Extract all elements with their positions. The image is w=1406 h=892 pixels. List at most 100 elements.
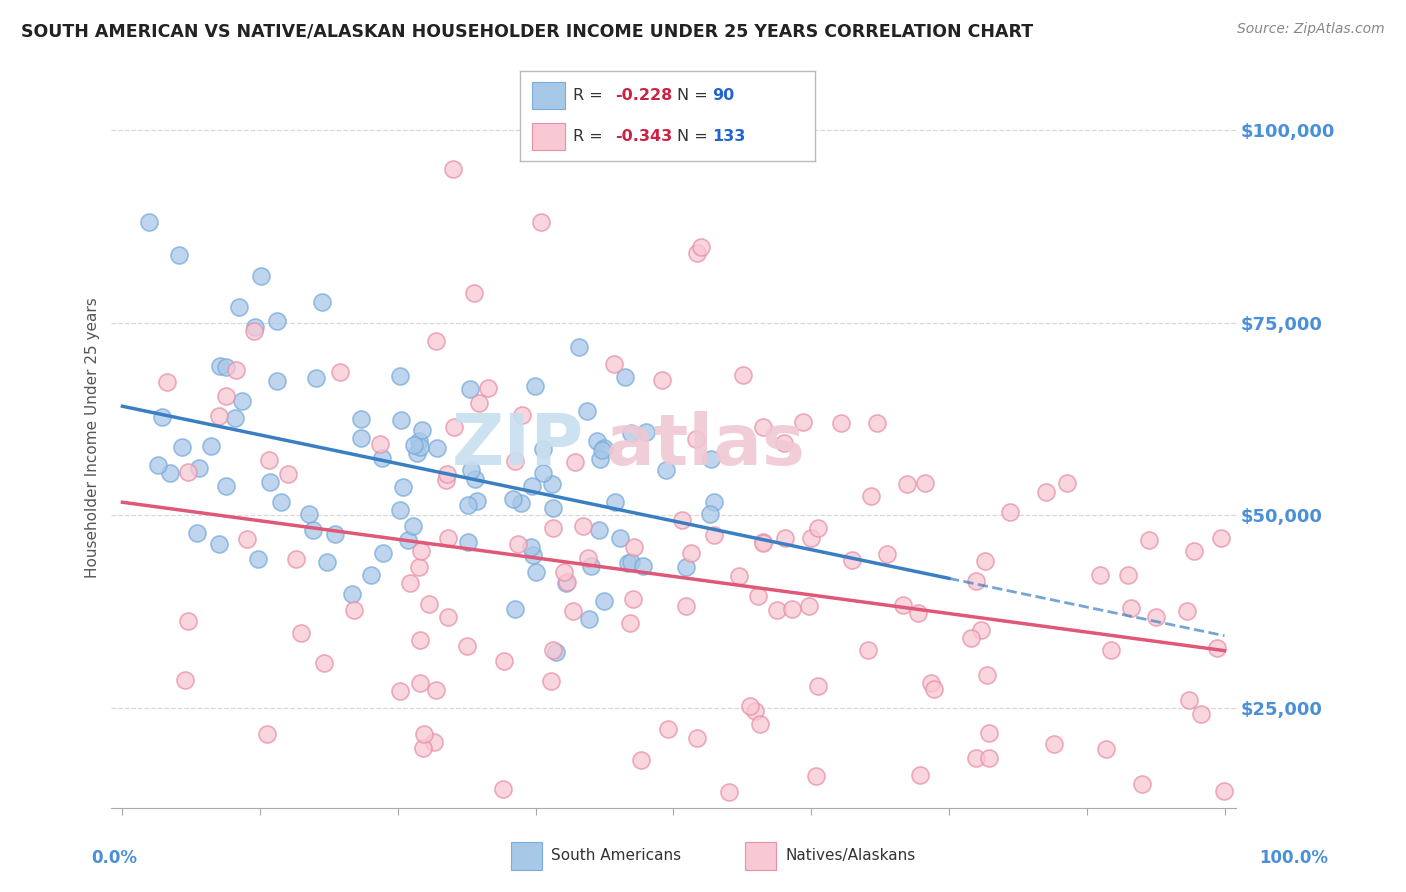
Point [1137, 533, 1160, 547]
Point [464, 472, 486, 486]
Point [603, 358, 626, 372]
Point [752, 420, 775, 434]
Point [460, 463, 482, 477]
Point [568, 340, 591, 354]
Point [437, 531, 460, 545]
Point [896, 477, 918, 491]
Point [973, 554, 995, 568]
Point [524, 565, 547, 579]
Point [456, 639, 478, 653]
Text: Source: ZipAtlas.com: Source: ZipAtlas.com [1237, 22, 1385, 37]
Text: R =: R = [574, 88, 609, 103]
Point [946, 816, 969, 830]
Text: Natives/Alaskans: Natives/Alaskans [785, 848, 915, 863]
Point [546, 645, 568, 659]
Point [655, 463, 678, 477]
Point [910, 768, 932, 782]
Point [284, 552, 307, 566]
Point [1043, 737, 1066, 751]
Point [564, 455, 586, 469]
Point [830, 417, 852, 431]
Point [138, 215, 160, 229]
Point [522, 479, 544, 493]
FancyBboxPatch shape [531, 82, 565, 109]
Point [409, 676, 432, 690]
Point [1130, 776, 1153, 790]
Point [593, 441, 616, 455]
Text: N =: N = [676, 88, 713, 103]
Point [620, 425, 643, 440]
Point [224, 410, 246, 425]
Point [208, 537, 231, 551]
Point [311, 294, 333, 309]
Point [620, 555, 643, 569]
Point [562, 605, 585, 619]
Point [591, 442, 613, 457]
Point [1184, 544, 1206, 558]
Point [686, 731, 709, 746]
Point [700, 452, 723, 467]
Point [675, 559, 697, 574]
Point [749, 717, 772, 731]
Point [188, 460, 211, 475]
Point [699, 508, 721, 522]
Point [350, 431, 373, 445]
Point [617, 556, 640, 570]
Point [256, 726, 278, 740]
Point [543, 500, 565, 515]
Point [215, 389, 238, 403]
Point [396, 533, 419, 548]
Text: 133: 133 [711, 129, 745, 144]
Text: N =: N = [676, 129, 713, 144]
Point [312, 657, 335, 671]
Point [578, 612, 600, 626]
Point [426, 442, 449, 456]
Point [685, 432, 707, 446]
Point [350, 412, 373, 426]
Point [977, 751, 1000, 765]
Point [506, 537, 529, 551]
Text: ZIP: ZIP [451, 411, 583, 480]
Point [675, 599, 697, 614]
Point [922, 681, 945, 696]
Point [841, 553, 863, 567]
Point [290, 626, 312, 640]
Point [865, 416, 887, 430]
Point [572, 518, 595, 533]
Point [920, 675, 942, 690]
Point [425, 334, 447, 348]
Point [409, 544, 432, 558]
Point [540, 476, 562, 491]
Point [388, 684, 411, 698]
Point [523, 378, 546, 392]
Text: -0.343: -0.343 [614, 129, 672, 144]
Point [465, 493, 488, 508]
Point [404, 437, 426, 451]
Point [152, 410, 174, 425]
Point [399, 576, 422, 591]
Point [679, 546, 702, 560]
Point [1119, 600, 1142, 615]
Point [174, 673, 197, 688]
Text: SOUTH AMERICAN VS NATIVE/ALASKAN HOUSEHOLDER INCOME UNDER 25 YEARS CORRELATION C: SOUTH AMERICAN VS NATIVE/ALASKAN HOUSEHO… [21, 22, 1033, 40]
Point [492, 781, 515, 796]
Point [703, 528, 725, 542]
Point [806, 769, 828, 783]
Point [200, 439, 222, 453]
Point [371, 546, 394, 560]
FancyBboxPatch shape [531, 123, 565, 150]
Point [522, 548, 544, 562]
Point [555, 575, 578, 590]
Point [436, 467, 458, 481]
Point [891, 598, 914, 612]
Point [581, 558, 603, 573]
Point [236, 532, 259, 546]
Point [631, 559, 654, 574]
Point [1206, 640, 1229, 655]
Point [340, 586, 363, 600]
Point [458, 382, 481, 396]
Point [738, 698, 761, 713]
Point [531, 442, 554, 456]
Point [215, 479, 238, 493]
Point [541, 642, 564, 657]
